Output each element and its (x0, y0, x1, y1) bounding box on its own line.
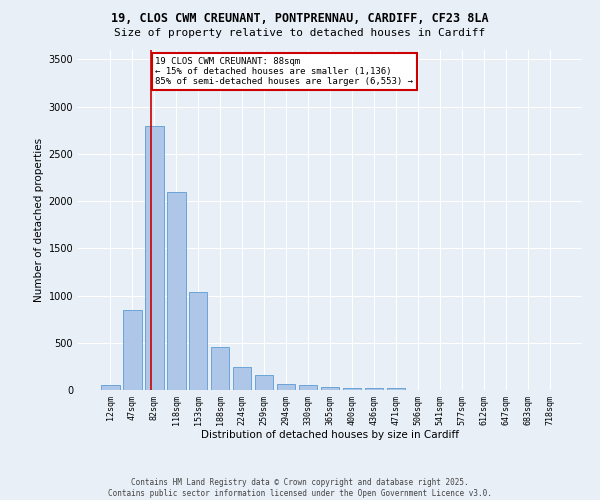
Bar (320, 386, 340, 390)
Bar (101, 386, 119, 390)
Bar (233, 368, 251, 390)
Bar (123, 310, 142, 390)
Text: 19, CLOS CWM CREUNANT, PONTPRENNAU, CARDIFF, CF23 8LA: 19, CLOS CWM CREUNANT, PONTPRENNAU, CARD… (111, 12, 489, 26)
Bar (277, 384, 295, 390)
Bar (255, 375, 274, 390)
Text: 19 CLOS CWM CREUNANT: 88sqm
← 15% of detached houses are smaller (1,136)
85% of : 19 CLOS CWM CREUNANT: 88sqm ← 15% of det… (155, 56, 413, 86)
Bar (365, 388, 383, 390)
Bar (386, 388, 405, 390)
Bar (145, 126, 164, 390)
Bar (189, 292, 208, 390)
X-axis label: Distribution of detached houses by size in Cardiff: Distribution of detached houses by size … (201, 430, 459, 440)
Text: Size of property relative to detached houses in Cardiff: Size of property relative to detached ho… (115, 28, 485, 38)
Bar (299, 385, 317, 390)
Text: Contains HM Land Registry data © Crown copyright and database right 2025.
Contai: Contains HM Land Registry data © Crown c… (108, 478, 492, 498)
Y-axis label: Number of detached properties: Number of detached properties (34, 138, 44, 302)
Bar (167, 192, 185, 390)
Bar (343, 388, 361, 390)
Bar (211, 346, 229, 390)
